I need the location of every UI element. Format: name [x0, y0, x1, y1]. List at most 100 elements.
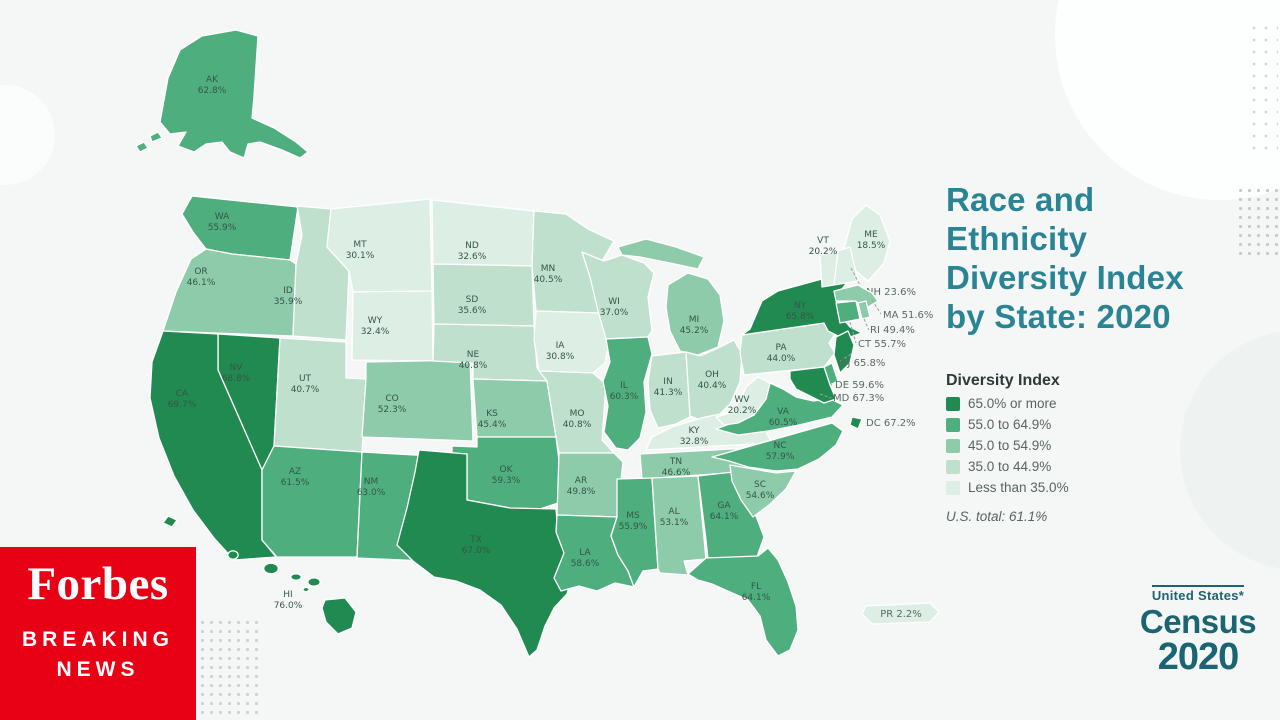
legend: Diversity Index 65.0% or more 55.0 to 64.… — [946, 372, 1166, 524]
state-oh — [685, 339, 743, 421]
legend-label-1: 55.0 to 64.9% — [968, 417, 1052, 432]
state-label-wi: WI 37.0% — [600, 297, 629, 318]
state-dc — [849, 416, 863, 430]
decor-circle-top-right — [1055, 0, 1280, 200]
state-label-ia: IA 30.8% — [546, 341, 575, 362]
callout-label-nh: NH 23.6% — [866, 287, 916, 298]
callout-label-dc: DC 67.2% — [866, 418, 916, 429]
state-sd — [432, 263, 535, 327]
legend-swatch-1 — [946, 417, 960, 432]
state-nh — [833, 246, 859, 286]
census-2020-logo: United States* Census 2020 — [1118, 585, 1278, 676]
state-mi — [617, 238, 725, 356]
callout-label-ri: RI 49.4% — [870, 325, 915, 336]
callout-label-pr: PR 2.2% — [880, 609, 922, 620]
decor-circle-right — [1180, 330, 1280, 570]
legend-heading: Diversity Index — [946, 372, 1060, 389]
state-md — [789, 366, 837, 404]
forbes-wordmark: Forbes — [27, 558, 169, 610]
state-label-mn: MN 40.5% — [534, 264, 563, 285]
state-wy — [351, 290, 434, 362]
leader-line-ma — [871, 299, 882, 315]
state-label-ar: AR 49.8% — [567, 476, 596, 497]
forbes-sub-line2: NEWS — [56, 658, 140, 682]
legend-items: 65.0% or more 55.0 to 64.9% 45.0 to 54.9% 3… — [946, 396, 1166, 495]
state-label-hi: HI 76.0% — [274, 590, 303, 611]
legend-item-1: 55.0 to 64.9% — [946, 417, 1166, 432]
legend-swatch-2 — [946, 438, 960, 453]
state-sc — [729, 464, 797, 518]
forbes-sub-line1: BREAKING — [21, 628, 174, 651]
legend-label-3: 35.0 to 44.9% — [968, 459, 1052, 474]
page-title: Race and Ethnicity Diversity Index by St… — [946, 181, 1184, 335]
state-label-tx: TX 67.0% — [462, 535, 491, 556]
state-label-wv: WV 20.2% — [728, 395, 757, 416]
state-label-sd: SD 35.6% — [458, 295, 487, 316]
legend-item-4: Less than 35.0% — [946, 480, 1166, 495]
legend-swatch-0 — [946, 396, 960, 411]
state-hi — [227, 550, 357, 635]
state-label-tn: TN 46.6% — [662, 457, 691, 478]
state-label-va: VA 60.5% — [769, 407, 798, 428]
legend-item-0: 65.0% or more — [946, 396, 1166, 411]
state-nj — [833, 330, 855, 374]
state-ar — [556, 452, 624, 518]
state-label-wa: WA 55.9% — [208, 212, 237, 233]
state-label-ks: KS 45.4% — [478, 409, 507, 430]
state-co — [361, 359, 474, 442]
state-label-vt: VT 20.2% — [809, 236, 838, 257]
us-map: AK 62.8% WA 55.9% OR 46.1% ID 35.9% MT 30.1% WY 32.… — [135, 29, 940, 658]
state-label-il: IL 60.3% — [610, 381, 639, 402]
state-label-nd: ND 32.6% — [458, 241, 487, 262]
state-label-mt: MT 30.1% — [346, 240, 375, 261]
state-label-ky: KY 32.8% — [680, 426, 709, 447]
state-label-nv: NV 68.8% — [222, 363, 251, 384]
state-label-in: IN 41.3% — [654, 377, 683, 398]
state-fl — [687, 547, 799, 657]
state-label-ca: CA 69.7% — [168, 389, 197, 410]
decor-dots-right — [1236, 186, 1280, 256]
legend-swatch-4 — [946, 480, 960, 495]
state-label-or: OR 46.1% — [187, 267, 216, 288]
decor-dots-top-right — [1248, 22, 1278, 152]
callout-label-ct: CT 55.7% — [858, 339, 906, 350]
leader-line-md — [819, 393, 832, 399]
legend-item-3: 35.0 to 44.9% — [946, 459, 1166, 474]
state-pr — [861, 602, 940, 625]
census-logo-year: 2020 — [1157, 636, 1240, 678]
state-label-fl: FL 64.1% — [742, 582, 771, 603]
state-label-al: AL 53.1% — [660, 507, 689, 528]
state-label-ny: NY 65.8% — [786, 301, 815, 322]
legend-item-2: 45.0 to 54.9% — [946, 438, 1166, 453]
state-label-mi: MI 45.2% — [680, 315, 709, 336]
state-ak — [135, 29, 309, 159]
state-label-co: CO 52.3% — [378, 394, 407, 415]
callout-label-ma: MA 51.6% — [883, 310, 933, 321]
state-label-wy: WY 32.4% — [361, 316, 390, 337]
state-tx — [396, 449, 573, 658]
state-label-ok: OK 59.3% — [492, 465, 521, 486]
state-label-pa: PA 44.0% — [767, 343, 796, 364]
state-label-ne: NE 40.8% — [459, 350, 488, 371]
state-label-mo: MO 40.8% — [563, 409, 592, 430]
state-nc — [711, 422, 844, 472]
state-wv — [715, 376, 771, 426]
state-label-oh: OH 40.4% — [698, 370, 727, 391]
state-wa — [181, 195, 299, 261]
state-label-ut: UT 40.7% — [291, 374, 320, 395]
legend-label-2: 45.0 to 54.9% — [968, 438, 1052, 453]
state-label-ga: GA 64.1% — [710, 501, 739, 522]
state-label-ms: MS 55.9% — [619, 511, 648, 532]
state-ia — [533, 310, 612, 374]
state-wi — [581, 251, 655, 340]
state-label-az: AZ 61.5% — [281, 467, 310, 488]
census-logo-united-states: United States* — [1151, 585, 1245, 602]
state-label-sc: SC 54.6% — [746, 480, 775, 501]
state-label-nc: NC 57.9% — [766, 441, 795, 462]
state-ri — [857, 300, 871, 320]
callout-label-nj: NJ 65.8% — [840, 358, 885, 369]
legend-swatch-3 — [946, 459, 960, 474]
state-label-id: ID 35.9% — [274, 286, 303, 307]
callout-label-md: MD 67.3% — [833, 393, 884, 404]
leader-line-ri — [863, 318, 870, 331]
